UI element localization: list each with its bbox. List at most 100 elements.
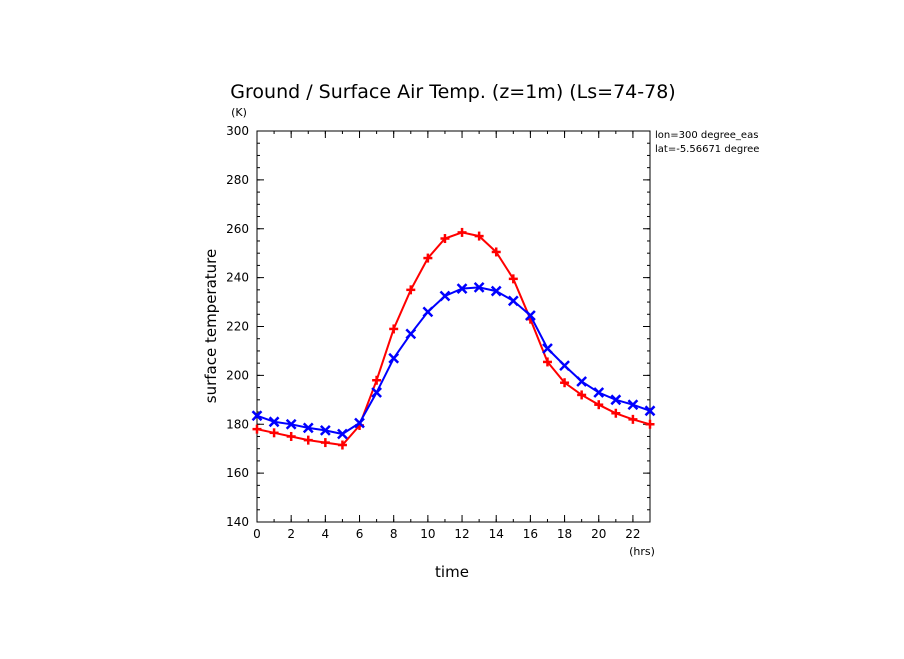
x-axis-unit: (hrs): [629, 545, 655, 558]
marker-stroke: [251, 410, 263, 422]
marker-stroke: [354, 417, 365, 429]
marker-stroke: [627, 399, 639, 411]
y-tick-label: 300: [226, 124, 249, 138]
series-0-point: [611, 408, 621, 418]
series-0-point: [320, 438, 330, 448]
series-1-point: [490, 285, 502, 297]
x-tick-label: 18: [557, 527, 572, 541]
marker-stroke: [285, 418, 297, 430]
series-0-point: [337, 440, 347, 450]
marker-stroke: [559, 360, 570, 371]
series-0-point: [252, 424, 262, 434]
series-0-point: [457, 227, 467, 237]
series-0-point: [474, 231, 484, 241]
y-tick-label: 140: [226, 515, 249, 529]
marker-stroke: [439, 290, 451, 302]
marker-stroke: [302, 422, 314, 434]
annotation-lon: lon=300 degree_eas: [655, 130, 758, 141]
series-1-point: [542, 343, 553, 354]
y-tick-label: 200: [226, 368, 249, 382]
marker-stroke: [507, 295, 519, 307]
marker-stroke: [644, 405, 656, 417]
x-tick-label: 0: [253, 527, 261, 541]
series-0-point: [423, 253, 433, 263]
x-tick-label: 14: [489, 527, 504, 541]
marker-stroke: [337, 428, 348, 440]
series-1-point: [285, 418, 297, 430]
y-axis-unit: (K): [231, 106, 247, 119]
y-tick-label: 160: [226, 466, 249, 480]
series-0-point: [372, 375, 382, 385]
marker-stroke: [576, 376, 588, 387]
series-1-point: [302, 422, 314, 434]
marker-stroke: [371, 387, 382, 398]
series-1-point: [576, 376, 588, 387]
series-1-point: [525, 310, 536, 321]
series-0-point: [560, 378, 570, 388]
series-0-point: [286, 431, 296, 441]
marker-stroke: [422, 306, 434, 318]
x-tick-label: 12: [454, 527, 469, 541]
y-tick-label: 240: [226, 271, 249, 285]
series-1-point: [593, 387, 605, 398]
marker-stroke: [542, 343, 553, 354]
series-1-point: [251, 410, 263, 422]
series-0-point: [577, 390, 587, 400]
marker-stroke: [473, 282, 485, 293]
series-1-point: [388, 352, 400, 364]
series-0-point: [269, 428, 279, 438]
series-1-point: [507, 295, 519, 307]
series-1-point: [644, 405, 656, 417]
y-axis-label: surface temperature: [202, 249, 220, 404]
x-tick-label: 8: [390, 527, 398, 541]
series-1-line: [256, 286, 651, 436]
marker-stroke: [388, 352, 400, 364]
x-tick-label: 10: [420, 527, 435, 541]
x-tick-label: 2: [287, 527, 295, 541]
series-1-point: [268, 416, 280, 428]
series-0-point: [645, 419, 655, 429]
series-0-point: [542, 357, 552, 367]
series-1-point: [337, 428, 348, 440]
chart-title: Ground / Surface Air Temp. (z=1m) (Ls=74…: [230, 81, 675, 103]
series-0-line: [256, 231, 651, 447]
marker-stroke: [456, 283, 468, 295]
series-1-point: [559, 360, 570, 371]
marker-stroke: [490, 285, 502, 297]
series-1-point: [405, 328, 417, 340]
x-tick-label: 6: [356, 527, 364, 541]
x-tick-label: 22: [625, 527, 640, 541]
series-0-point: [594, 400, 604, 410]
x-axis-label: time: [435, 563, 469, 581]
marker-stroke: [319, 424, 331, 436]
series-1-point: [354, 417, 365, 429]
series-1-point: [456, 283, 468, 295]
series-1-point: [439, 290, 451, 302]
series-0-point: [389, 324, 399, 334]
x-tick-label: 16: [523, 527, 538, 541]
marker-stroke: [593, 387, 605, 398]
series-1-point: [627, 399, 639, 411]
y-tick-label: 260: [226, 222, 249, 236]
series-0-point: [628, 414, 638, 424]
series-0-point: [440, 234, 450, 244]
y-tick-label: 280: [226, 173, 249, 187]
series-1-point: [422, 306, 434, 318]
marker-stroke: [610, 394, 622, 406]
plot-area: 0 2 4 6 8 10 12 14 16 18 20 22 140 160 180 200 220 240 260…: [226, 124, 656, 541]
series-1-point: [473, 282, 485, 293]
annotation-lat: lat=-5.56671 degree: [655, 144, 759, 155]
y-tick-label: 220: [226, 320, 249, 334]
marker-stroke: [525, 310, 536, 321]
series-1-point: [371, 387, 382, 398]
series-0-point: [406, 285, 416, 295]
series-0-point: [303, 435, 313, 445]
x-tick-label: 20: [591, 527, 606, 541]
marker-stroke: [268, 416, 280, 428]
series-0-point: [508, 274, 518, 284]
series-1-point: [319, 424, 331, 436]
plot-frame: [256, 130, 651, 523]
x-tick-label: 4: [322, 527, 330, 541]
